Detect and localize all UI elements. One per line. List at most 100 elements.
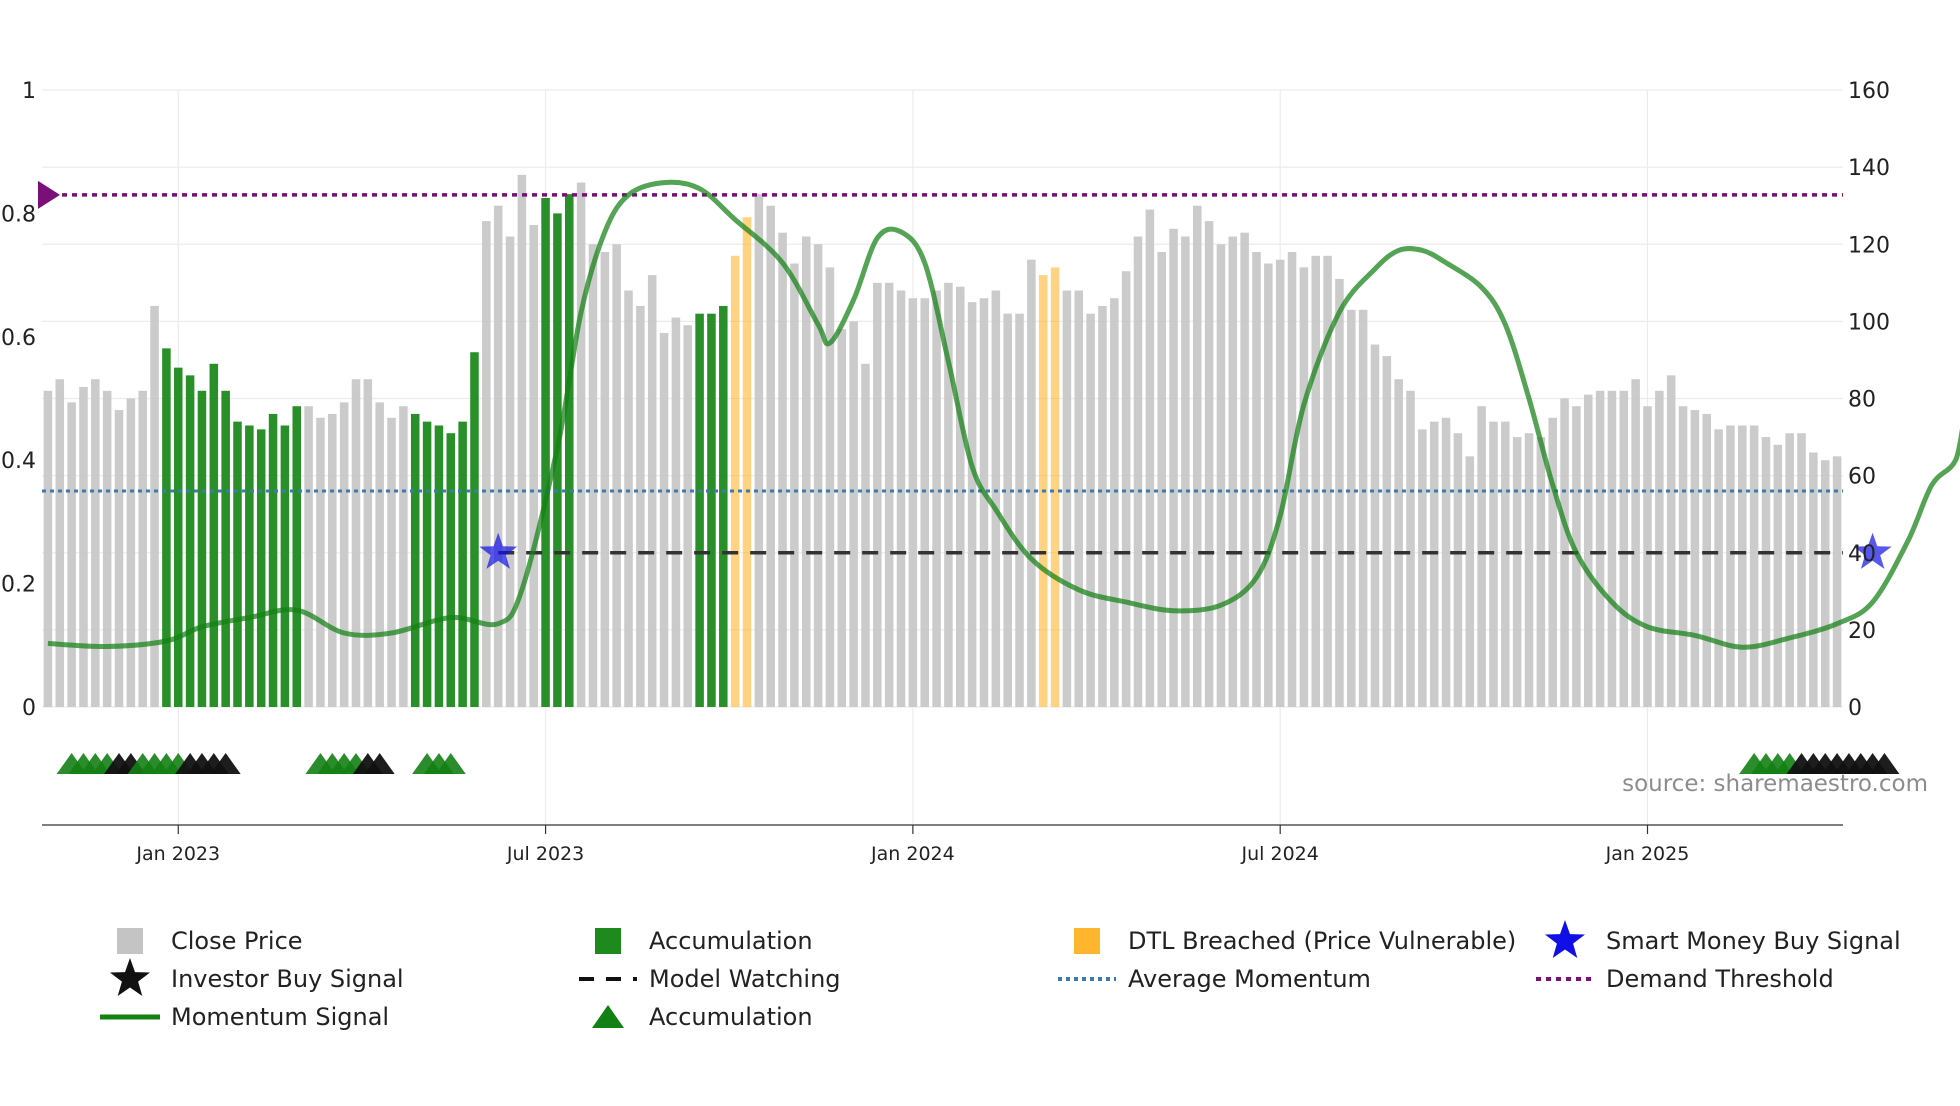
y-left-tick-label: 0: [22, 696, 36, 721]
close-price-bar: [1773, 444, 1783, 707]
close-price-bar: [1204, 221, 1214, 708]
close-price-bar: [126, 398, 136, 707]
accumulation-bar: [470, 352, 479, 707]
dtl-breached-bar: [1050, 267, 1060, 707]
legend-label: Model Watching: [649, 965, 841, 993]
close-price-bar: [1820, 460, 1830, 707]
close-price-bar: [790, 263, 799, 707]
accumulation-bar: [209, 363, 219, 707]
close-price-bar: [316, 417, 325, 707]
legend-label: Accumulation: [649, 1003, 813, 1031]
y-right-tick-label: 120: [1848, 233, 1890, 258]
accumulation-bar: [268, 413, 278, 707]
legend-swatch-dtl-breached: [1074, 928, 1100, 954]
close-price-bar: [600, 251, 610, 707]
close-price-bar: [505, 236, 515, 707]
accumulation-bar: [256, 429, 266, 707]
close-price-bar: [1477, 406, 1486, 707]
close-price-bar: [896, 290, 906, 707]
legend-item: Investor Buy Signal: [110, 958, 404, 996]
close-price-bar: [1074, 290, 1084, 707]
accumulation-bar: [197, 390, 207, 707]
close-price-bar: [908, 298, 918, 707]
investor-buy-marker: [210, 753, 241, 774]
close-price-bar: [1192, 205, 1202, 707]
close-price-bar: [659, 332, 669, 707]
accumulation-bar: [541, 197, 550, 707]
close-price-bar: [91, 379, 100, 707]
close-price-bar: [1548, 417, 1557, 707]
accumulation-bar: [553, 213, 562, 707]
close-price-bar: [1797, 433, 1806, 707]
legend-label: Close Price: [171, 927, 303, 955]
legend-swatch-smart-money-star: [1545, 920, 1585, 958]
close-price-bar: [1370, 344, 1380, 707]
dtl-breached-bar: [742, 217, 752, 707]
close-price-bar: [1098, 305, 1107, 707]
legend-item: Close Price: [117, 927, 303, 955]
close-price-bar: [1809, 452, 1818, 707]
legend-swatch-accumulation: [595, 928, 621, 954]
smart-money-star: [479, 532, 518, 569]
close-price-bar: [1595, 390, 1605, 707]
close-price-bar: [1394, 379, 1403, 707]
close-price-bar: [1027, 259, 1036, 707]
legend-label: Demand Threshold: [1606, 965, 1834, 993]
y-right-tick-label: 0: [1848, 696, 1862, 721]
close-price-bar: [671, 317, 681, 707]
close-price-bar: [114, 410, 124, 707]
close-price-bar: [1358, 309, 1368, 707]
y-right-tick-label: 20: [1848, 619, 1876, 644]
close-price-bar: [956, 286, 965, 707]
accumulation-bar: [446, 433, 456, 707]
legend-item: Average Momentum: [1058, 965, 1371, 993]
accumulation-bar: [185, 375, 195, 707]
close-price-bar: [1655, 390, 1664, 707]
y-left-tick-label: 0.6: [1, 326, 36, 351]
close-price-bar: [1761, 437, 1771, 707]
close-price-bar: [1015, 313, 1024, 707]
close-price-bar: [778, 232, 787, 707]
legend-item: Model Watching: [579, 965, 841, 993]
legend-label: Average Momentum: [1128, 965, 1371, 993]
legend-label: DTL Breached (Price Vulnerable): [1128, 927, 1516, 955]
close-price-bar: [979, 298, 989, 707]
close-price-bar: [1169, 228, 1178, 707]
close-price-bar: [1465, 456, 1475, 707]
close-price-bar: [1003, 313, 1012, 707]
close-price-bar: [837, 329, 847, 707]
y-left-tick-label: 0.2: [1, 573, 36, 598]
close-price-bar: [920, 298, 929, 707]
accumulation-marker: [435, 753, 466, 774]
legend-item: Demand Threshold: [1536, 965, 1834, 993]
y-right-tick-label: 80: [1848, 388, 1876, 413]
y-right-tick-label: 100: [1848, 310, 1890, 335]
legend-label: Accumulation: [649, 927, 813, 955]
close-price-bar: [1133, 236, 1143, 707]
close-price-bar: [1583, 394, 1593, 707]
close-price-bar: [1418, 429, 1427, 707]
legend-item: Smart Money Buy Signal: [1545, 920, 1901, 958]
close-price-bar: [813, 244, 823, 707]
close-price-bar: [1121, 271, 1131, 707]
close-price-bar: [1631, 379, 1640, 707]
legend-label: Momentum Signal: [171, 1003, 389, 1031]
close-price-bar: [1619, 390, 1629, 707]
close-price-bar: [1429, 421, 1439, 707]
close-price-bar: [1666, 375, 1676, 707]
y-left-tick-label: 1: [22, 79, 36, 104]
close-price-bar: [1512, 437, 1522, 707]
close-price-bar: [932, 290, 941, 707]
close-price-bar: [1406, 390, 1415, 707]
close-price-bar: [1643, 406, 1652, 707]
close-price-bar: [517, 174, 527, 707]
close-price-bar: [351, 379, 361, 707]
legend-swatch-investor-star: [110, 958, 150, 996]
accumulation-bar: [280, 425, 290, 707]
momentum-signal-line: [47, 179, 1960, 650]
close-price-bar: [1311, 255, 1320, 707]
close-price-bar: [754, 194, 764, 707]
close-price-bar: [624, 290, 633, 707]
close-price-bar: [766, 205, 775, 707]
